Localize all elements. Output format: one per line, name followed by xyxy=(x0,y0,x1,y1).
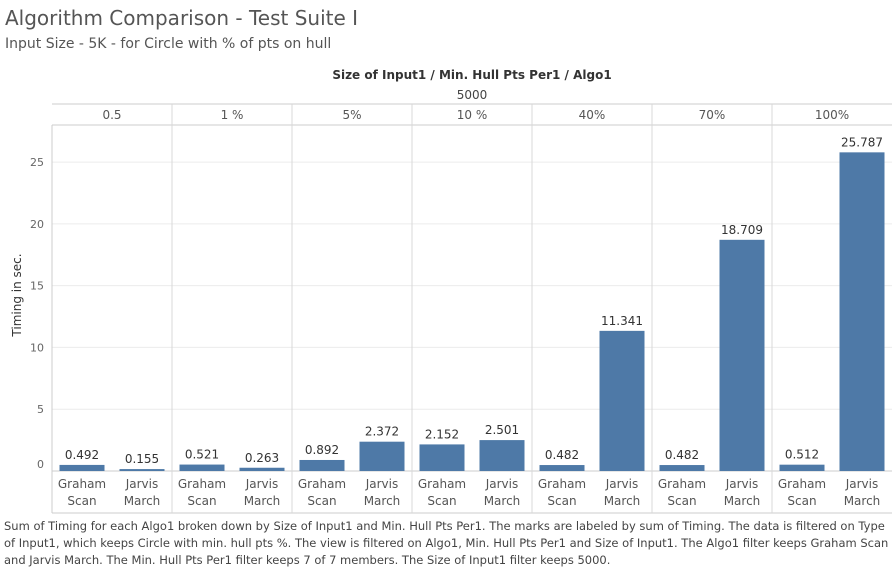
bar-value-label: 2.152 xyxy=(425,427,459,441)
group-header-label: 70% xyxy=(699,108,726,122)
bar xyxy=(659,465,705,471)
x-tick-label: Graham xyxy=(178,477,226,491)
bar-value-label: 0.482 xyxy=(665,448,699,462)
x-tick-label: Jarvis xyxy=(125,477,159,491)
bar-chart: Size of Input1 / Min. Hull Pts Per1 / Al… xyxy=(10,68,892,514)
y-tick-label: 0 xyxy=(37,458,44,471)
bar-value-label: 18.709 xyxy=(721,223,763,237)
chart-title: Algorithm Comparison - Test Suite I xyxy=(5,6,359,30)
x-tick-label: Jarvis xyxy=(725,477,759,491)
x-tick-label: Scan xyxy=(667,494,696,508)
group-header-label: 40% xyxy=(579,108,606,122)
column-header-title: Size of Input1 / Min. Hull Pts Per1 / Al… xyxy=(332,68,611,82)
bar xyxy=(599,330,645,471)
x-tick-label: March xyxy=(724,494,761,508)
bar xyxy=(239,467,285,471)
bar xyxy=(299,459,345,471)
x-tick-label: March xyxy=(484,494,521,508)
y-tick-label: 25 xyxy=(30,156,44,169)
bar-value-label: 0.512 xyxy=(785,448,819,462)
x-tick-label: March xyxy=(844,494,881,508)
bar xyxy=(179,464,225,471)
x-tick-label: Jarvis xyxy=(245,477,279,491)
x-tick-label: March xyxy=(244,494,281,508)
x-tick-label: Scan xyxy=(307,494,336,508)
x-tick-label: Graham xyxy=(658,477,706,491)
x-tick-label: Scan xyxy=(187,494,216,508)
bar-value-label: 0.892 xyxy=(305,443,339,457)
bar-value-label: 2.501 xyxy=(485,423,519,437)
x-tick-label: March xyxy=(364,494,401,508)
y-tick-label: 15 xyxy=(30,280,44,293)
y-tick-label: 5 xyxy=(37,403,44,416)
plot-area: 0 5 10 15 20 25 0.5 0.492 Graham Scan 0.155 Jarvis M… xyxy=(30,103,892,514)
x-tick-label: Scan xyxy=(787,494,816,508)
x-tick-label: Graham xyxy=(778,477,826,491)
group-header-label: 100% xyxy=(815,108,849,122)
x-tick-label: Jarvis xyxy=(365,477,399,491)
bar xyxy=(59,464,105,471)
bar xyxy=(419,444,465,471)
x-tick-label: Graham xyxy=(58,477,106,491)
bar-value-label: 0.263 xyxy=(245,451,279,465)
bar xyxy=(479,440,525,471)
bar xyxy=(839,152,885,471)
bar-value-label: 2.372 xyxy=(365,425,399,439)
group-header-label: 10 % xyxy=(457,108,488,122)
x-tick-label: Scan xyxy=(67,494,96,508)
bar-value-label: 0.482 xyxy=(545,448,579,462)
bar-value-label: 0.492 xyxy=(65,448,99,462)
x-tick-label: Graham xyxy=(538,477,586,491)
bar xyxy=(359,441,405,471)
bar xyxy=(779,464,825,471)
y-tick-label: 20 xyxy=(30,218,44,231)
x-tick-label: Jarvis xyxy=(845,477,879,491)
x-tick-label: Jarvis xyxy=(605,477,639,491)
chart-caption: Sum of Timing for each Algo1 broken down… xyxy=(4,519,889,567)
group-header-label: 0.5 xyxy=(102,108,121,122)
x-tick-label: Graham xyxy=(298,477,346,491)
bar-value-label: 0.521 xyxy=(185,448,219,462)
bar xyxy=(119,469,165,471)
size-value-header: 5000 xyxy=(457,88,488,102)
x-tick-label: Graham xyxy=(418,477,466,491)
x-tick-label: Scan xyxy=(427,494,456,508)
bar-value-label: 25.787 xyxy=(841,135,883,149)
bar-value-label: 0.155 xyxy=(125,452,159,466)
x-tick-label: Scan xyxy=(547,494,576,508)
bar xyxy=(719,239,765,471)
y-axis-label: Timing in sec. xyxy=(10,253,24,337)
x-tick-label: March xyxy=(124,494,161,508)
bar xyxy=(539,465,585,471)
group-header-label: 5% xyxy=(342,108,361,122)
chart-subtitle: Input Size - 5K - for Circle with % of p… xyxy=(5,36,332,52)
x-tick-label: March xyxy=(604,494,641,508)
bar-value-label: 11.341 xyxy=(601,314,643,328)
group-header-label: 1 % xyxy=(221,108,244,122)
y-tick-label: 10 xyxy=(30,341,44,354)
x-tick-label: Jarvis xyxy=(485,477,519,491)
